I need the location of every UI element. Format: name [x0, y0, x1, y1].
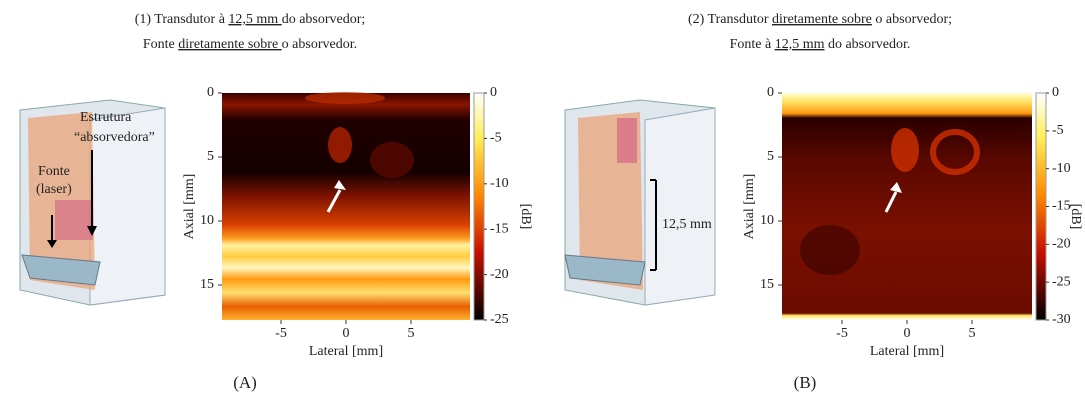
title-segment: (1) Transdutor à [135, 12, 229, 27]
y-tick-label: 10 [760, 213, 774, 228]
y-tick-label: 5 [207, 149, 214, 164]
panel-title: (1) Transdutor à 12,5 mm do absorvedor; [135, 12, 366, 27]
colorbar [473, 92, 485, 321]
title-segment: do absorvedor; [282, 12, 366, 27]
colorbar-tick-label: -10 [1052, 161, 1071, 176]
panel-title: (2) Transdutor diretamente sobre o absor… [688, 12, 952, 27]
colorbar-tick-label: -5 [490, 131, 502, 146]
title-segment: diretamente sobre [178, 37, 281, 52]
colorbar-tick-label: -10 [490, 176, 509, 191]
illustration [564, 99, 716, 306]
title-segment: o absorvedor. [282, 37, 357, 52]
x-tick-label: -5 [836, 326, 848, 341]
x-tick-label: 0 [343, 326, 350, 341]
x-axis-label: Lateral [mm] [870, 344, 944, 359]
y-axis-label: Axial [mm] [182, 174, 197, 240]
y-tick-label: 5 [767, 149, 774, 164]
title-segment: do absorvedor. [824, 37, 910, 52]
x-tick-label: -5 [275, 326, 287, 341]
colorbar-label: [dB] [1068, 204, 1083, 230]
title-segment: 12,5 mm [228, 12, 281, 27]
title-segment: Fonte à [730, 37, 775, 52]
y-tick-label: 15 [200, 277, 214, 292]
colorbar-tick-label: -30 [1052, 312, 1071, 327]
panel-title: Fonte à 12,5 mm do absorvedor. [730, 37, 911, 52]
heatmap-image [782, 93, 1032, 320]
title-segment: Fonte [143, 37, 178, 52]
colorbar-tick-label: -20 [490, 267, 509, 282]
colorbar-label: [dB] [518, 204, 533, 230]
y-tick-label: 0 [767, 85, 774, 100]
colorbar-tick-label: -15 [1052, 199, 1071, 214]
y-tick-label: 15 [760, 277, 774, 292]
y-axis-label: Axial [mm] [742, 174, 757, 240]
x-tick-label: 0 [904, 326, 911, 341]
heatmap-image [222, 92, 470, 320]
colorbar-tick-label: -15 [490, 221, 509, 236]
panel-label: (B) [794, 373, 817, 392]
annotation: “absorvedora” [74, 130, 155, 145]
colorbar-tick-label: -20 [1052, 237, 1071, 252]
annotation: 12,5 mm [662, 217, 712, 232]
colorbar-tick-label: 0 [490, 85, 497, 100]
colorbar-tick-label: -25 [490, 312, 509, 327]
y-tick-label: 0 [207, 85, 214, 100]
y-tick-label: 10 [200, 213, 214, 228]
x-tick-label: 5 [408, 326, 415, 341]
x-tick-label: 5 [969, 326, 976, 341]
title-segment: 12,5 mm [775, 37, 825, 52]
illustration [19, 99, 166, 306]
colorbar-tick-label: 0 [1052, 85, 1059, 100]
colorbar [1035, 92, 1047, 321]
colorbar-tick-label: -25 [1052, 274, 1071, 289]
colorbar-tick-label: -5 [1052, 123, 1064, 138]
panel-label: (A) [233, 373, 257, 392]
annotation: Estrutura [80, 110, 132, 125]
x-axis-label: Lateral [mm] [309, 344, 383, 359]
title-segment: o absorvedor; [872, 12, 952, 27]
annotation: Fonte [38, 164, 70, 179]
title-segment: diretamente sobre [772, 12, 872, 27]
title-segment: (2) Transdutor [688, 12, 772, 27]
annotation: (laser) [36, 182, 72, 197]
panel-title: Fonte diretamente sobre o absorvedor. [143, 37, 357, 52]
